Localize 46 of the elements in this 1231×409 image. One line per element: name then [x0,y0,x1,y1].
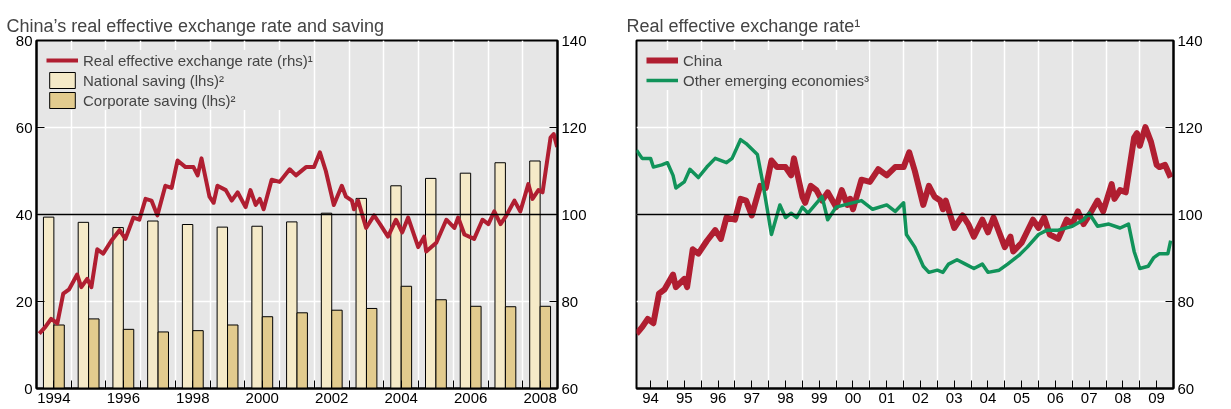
x-tick-label: 1994 [37,388,71,406]
x-tick-label: 94 [642,388,659,406]
y-tick-label: 0 [24,379,33,397]
line-series [636,137,1173,275]
y-tick-label: 20 [15,292,33,310]
y2-tick-label: 120 [561,118,587,136]
x-tick-label: 99 [810,388,828,406]
x-tick-label: 1998 [176,388,210,406]
y2-tick-label: 100 [561,205,587,223]
x-tick-label: 07 [1080,388,1098,406]
x-tick-label: 2006 [453,388,488,406]
y2-tick-label: 120 [1177,118,1203,136]
y2-tick-label: 80 [1177,292,1195,310]
legend-label: Other emerging economies³ [683,71,869,89]
x-tick-label: 08 [1114,388,1132,406]
legend-label: China [683,51,723,69]
y-tick-label: 40 [15,205,33,223]
x-tick-label: 95 [675,388,693,406]
legend-label: National saving (lhs)² [83,71,224,89]
x-tick-label: 05 [1013,388,1031,406]
x-tick-label: 03 [945,388,963,406]
x-tick-label: 00 [844,388,862,406]
x-tick-label: 04 [979,388,997,406]
y2-tick-label: 140 [561,31,587,49]
line-series [37,132,558,336]
y-tick-label: 60 [15,118,33,136]
y2-tick-label: 140 [1177,31,1203,49]
y2-tick-label: 100 [1177,205,1203,223]
x-tick-label: 2002 [315,388,349,406]
y2-tick-label: 60 [561,379,579,397]
x-tick-label: 1996 [106,388,141,406]
chart-title: Real effective exchange rate¹ [626,15,861,36]
x-tick-label: 09 [1148,388,1165,406]
legend-label: Corporate saving (lhs)² [83,91,236,109]
x-tick-label: 2008 [523,388,557,406]
y2-tick-label: 60 [1177,379,1195,397]
legend-label: Real effective exchange rate (rhs)¹ [83,51,313,69]
x-tick-label: 97 [743,388,761,406]
x-tick-label: 2000 [245,388,279,406]
x-tick-label: 01 [878,388,896,406]
y2-tick-label: 80 [561,292,579,310]
x-tick-label: 06 [1047,388,1064,406]
x-tick-label: 02 [912,388,929,406]
x-tick-label: 96 [709,388,727,406]
x-tick-label: 2004 [384,388,418,406]
x-tick-label: 98 [777,388,794,406]
